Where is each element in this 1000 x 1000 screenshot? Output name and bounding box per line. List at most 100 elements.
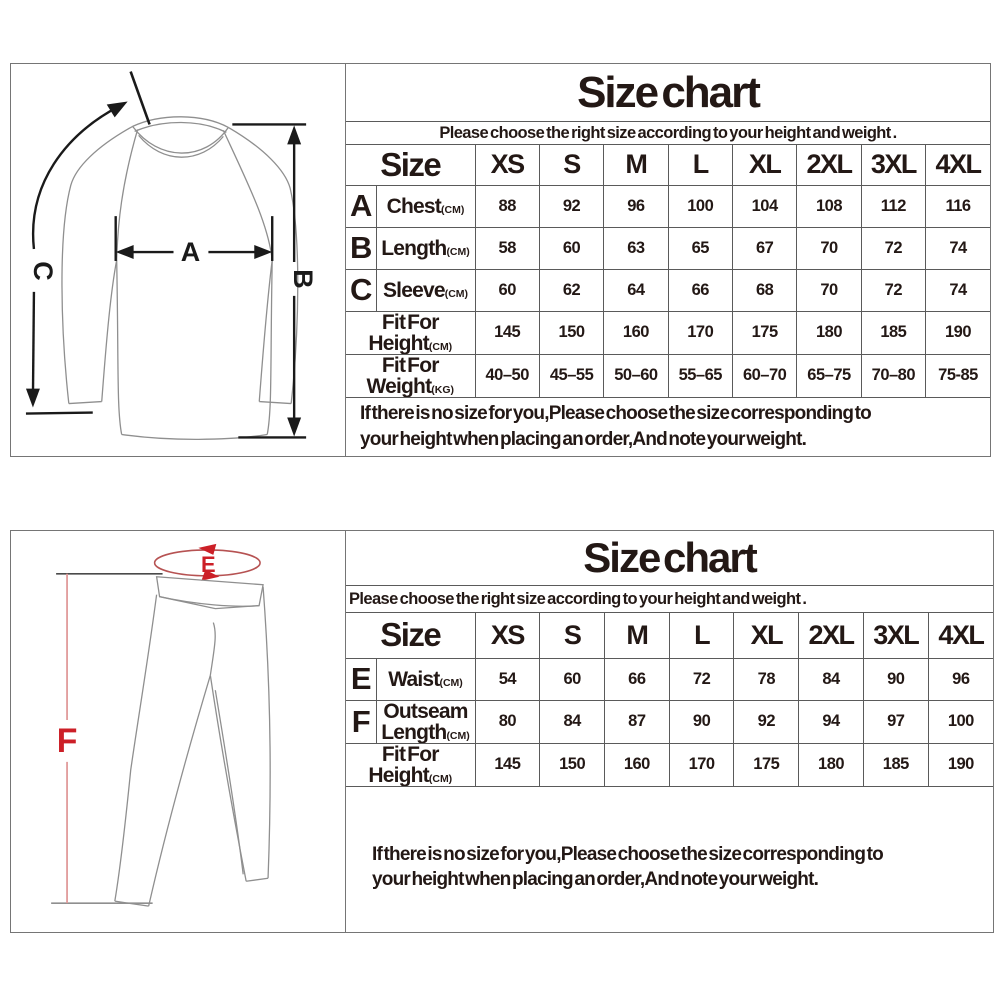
value-cell: 54 <box>474 657 541 701</box>
shirt-outline <box>61 116 299 440</box>
shirt-chart-title: Size chart <box>346 64 990 122</box>
row-unit-text: (CM) <box>446 729 470 742</box>
shirt-chart-note: If there is no size for you,Please choos… <box>346 398 990 457</box>
value-cell: 145 <box>474 742 541 787</box>
value-cell: 180 <box>796 310 862 355</box>
pants-outline <box>114 576 271 907</box>
value-cell: 100 <box>667 184 733 228</box>
value-cell: 150 <box>539 742 605 787</box>
outseam-label: F <box>57 722 78 760</box>
value-cell: 100 <box>927 699 993 744</box>
value-cell: 63 <box>603 226 669 270</box>
row-letter-cell: E <box>346 657 377 701</box>
row-unit-text: (CM) <box>439 676 463 689</box>
note-line-2: your height when placing an order,And no… <box>360 428 807 450</box>
value-cell: 87 <box>603 699 670 744</box>
value-cell: 60 <box>474 268 540 312</box>
column-header-4xl: 4XL <box>927 613 993 659</box>
pants-chart-content: Size chart Please choose the right size … <box>345 530 994 933</box>
table-row: E Waist(CM) 54 60 66 72 78 84 90 96 <box>346 657 993 701</box>
value-cell: 180 <box>798 742 864 787</box>
row-unit-text: (KG) <box>431 383 455 396</box>
row-name-cell: Fit For Height(CM) <box>346 310 476 355</box>
table-row: B Length(CM) 58 60 63 65 67 70 72 74 <box>346 226 990 270</box>
size-header-cell: Size <box>346 613 476 659</box>
value-cell: 78 <box>733 657 800 701</box>
length-label: B <box>288 269 318 288</box>
value-cell: 65–75 <box>796 353 862 398</box>
column-header-xl: XL <box>731 145 798 186</box>
note-line-1: If there is no size for you,Please choos… <box>372 843 884 865</box>
waist-arrowheads <box>198 543 220 581</box>
value-cell: 74 <box>925 268 990 312</box>
shirt-chart-subtitle: Please choose the right size according t… <box>346 122 990 145</box>
value-cell: 58 <box>474 226 540 270</box>
row-unit-text: (CM) <box>441 203 465 216</box>
column-header-xs: XS <box>474 145 540 186</box>
row-name-text: Fit For Height <box>368 311 439 354</box>
value-cell: 175 <box>731 310 798 355</box>
value-cell: 94 <box>798 699 864 744</box>
column-header-xl: XL <box>733 613 800 659</box>
value-cell: 190 <box>927 742 993 787</box>
value-cell: 96 <box>603 184 669 228</box>
value-cell: 185 <box>862 742 929 787</box>
value-cell: 185 <box>860 310 927 355</box>
column-header-l: L <box>667 145 733 186</box>
value-cell: 150 <box>538 310 605 355</box>
value-cell: 67 <box>731 226 798 270</box>
value-cell: 90 <box>668 699 735 744</box>
value-cell: 80 <box>474 699 541 744</box>
value-cell: 84 <box>539 699 605 744</box>
value-cell: 60 <box>539 657 605 701</box>
row-unit-text: (CM) <box>444 287 469 300</box>
row-name-text: Fit For Weight <box>366 354 439 397</box>
column-header-m: M <box>603 145 669 186</box>
table-row: Fit For Weight(KG) 40–50 45–55 50–60 55–65 60… <box>346 353 990 398</box>
value-cell: 88 <box>474 184 540 228</box>
value-cell: 72 <box>668 657 735 701</box>
shirt-chart-content: Size chart Please choose the right size … <box>345 63 991 457</box>
row-letter-cell: C <box>346 268 377 312</box>
value-cell: 170 <box>667 310 733 355</box>
column-header-l: L <box>668 613 735 659</box>
value-cell: 92 <box>733 699 800 744</box>
column-header-2xl: 2XL <box>798 613 864 659</box>
shirt-size-panel: A B C Size chart <box>10 63 991 457</box>
pants-diagram: E <box>51 543 271 907</box>
value-cell: 45–55 <box>538 353 605 398</box>
column-header-4xl: 4XL <box>925 145 990 186</box>
value-cell: 92 <box>538 184 605 228</box>
value-cell: 175 <box>733 742 800 787</box>
value-cell: 72 <box>860 268 927 312</box>
value-cell: 112 <box>860 184 927 228</box>
value-cell: 84 <box>798 657 864 701</box>
row-name-cell: Sleeve(CM) <box>375 268 476 312</box>
value-cell: 60–70 <box>731 353 798 398</box>
row-letter-cell: B <box>346 226 377 270</box>
row-name-cell: Fit For Weight(KG) <box>346 353 476 398</box>
row-letter-cell: F <box>346 699 377 744</box>
pants-chart-subtitle: Please choose the right size according t… <box>346 586 993 613</box>
value-cell: 64 <box>603 268 669 312</box>
value-cell: 66 <box>603 657 670 701</box>
pants-size-panel: E <box>10 530 994 933</box>
column-header-xs: XS <box>474 613 541 659</box>
table-row: C Sleeve(CM) 60 62 64 66 68 70 72 74 <box>346 268 990 312</box>
value-cell: 70–80 <box>860 353 927 398</box>
table-row: F Outseam Length(CM) 80 84 87 90 92 94 97 100 <box>346 699 993 744</box>
pants-size-table: Size XS S M L XL 2XL 3XL 4XL E Waist(CM) 54 60 66 72 78… <box>346 613 993 787</box>
row-name-text: Fit For Height <box>368 743 439 786</box>
shirt-diagram: A B C <box>25 71 318 440</box>
value-cell: 62 <box>538 268 605 312</box>
waist-label: E <box>201 552 216 577</box>
shirt-size-table: Size XS S M L XL 2XL 3XL 4XL A Chest(CM) 88 92 96 100 1… <box>346 145 990 398</box>
row-name-cell: Length(CM) <box>375 226 476 270</box>
row-name-text: Outseam Length <box>381 700 468 743</box>
value-cell: 97 <box>862 699 929 744</box>
value-cell: 70 <box>796 268 862 312</box>
row-unit-text: (CM) <box>428 772 453 785</box>
row-letter-cell: A <box>346 184 377 228</box>
column-header-2xl: 2XL <box>796 145 862 186</box>
value-cell: 65 <box>667 226 733 270</box>
